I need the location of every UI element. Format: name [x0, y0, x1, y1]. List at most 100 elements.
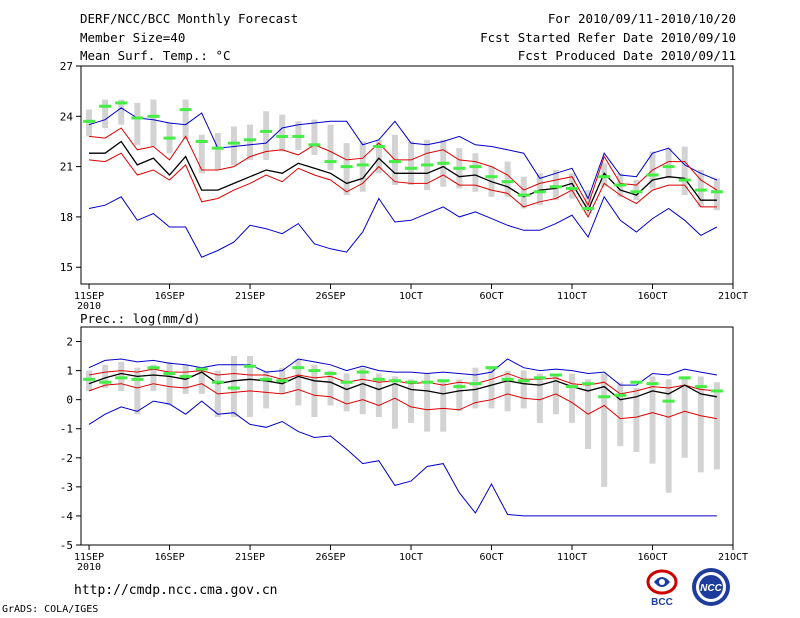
precipitation-spread-box [343, 373, 350, 412]
temperature-climatology-mark [131, 116, 144, 120]
temperature-spread-box [279, 114, 286, 152]
precipitation-climatology-mark [131, 377, 144, 381]
temperature-max-line [88, 107, 718, 200]
precipitation-climatology-mark [388, 379, 401, 383]
precipitation-plot-frame [80, 326, 734, 546]
temperature-spread-box [472, 153, 479, 192]
precipitation-xtick-label: 21SEP [235, 552, 265, 563]
precipitation-climatology-mark [195, 367, 208, 371]
temperature-climatology-mark [662, 165, 675, 169]
precipitation-climatology-mark [437, 379, 450, 383]
temperature-spread-box [552, 169, 559, 201]
precipitation-climatology-mark [549, 373, 562, 377]
precipitation-min-line [88, 400, 717, 517]
precipitation-ytick-label: -4 [60, 510, 74, 523]
precipitation-spread-box [263, 370, 270, 409]
precipitation-climatology-mark [566, 385, 579, 389]
source-url[interactable]: http://cmdp.ncc.cma.gov.cn [74, 583, 278, 598]
forecast-produced-date: Fcst Produced Date 2010/09/11 [517, 48, 736, 63]
variable-label: Mean Surf. Temp.: °C [80, 48, 231, 63]
temperature-climatology-mark [517, 193, 530, 197]
forecast-start-date: Fcst Started Refer Date 2010/09/10 [480, 30, 736, 45]
precipitation-xtick-label: 6OCT [479, 552, 503, 563]
temperature-climatology-mark [646, 173, 659, 177]
temperature-spread-box [311, 119, 318, 155]
precipitation-spread-box [375, 373, 382, 418]
temperature-xtick-label: 26SEP [315, 291, 345, 302]
precipitation-spread-box [488, 367, 495, 409]
precipitation-spread-box [408, 379, 415, 423]
temperature-spread-box [263, 111, 270, 160]
precipitation-xtick-label: 11OCT [557, 552, 587, 563]
precip-panel-title: Prec.: log(mm/d) [80, 311, 201, 326]
temperature-spread-box [569, 173, 576, 199]
temperature-spread-box [102, 99, 109, 129]
precipitation-climatology-mark [582, 382, 595, 386]
precipitation-spread-box [102, 364, 109, 389]
temperature-spread-box [665, 148, 672, 179]
precipitation-climatology-mark [614, 393, 627, 397]
temperature-climatology-mark [694, 188, 707, 192]
temperature-climatology-mark [163, 136, 176, 140]
grads-credit: GrADS: COLA/IGES [2, 604, 99, 615]
temperature-climatology-mark [227, 141, 240, 145]
temperature-climatology-mark [179, 108, 192, 112]
temperature-ytick-label: 27 [60, 60, 73, 73]
temperature-spread-box [150, 99, 157, 147]
precipitation-spread-box [311, 364, 318, 418]
temperature-ytick-label: 18 [60, 211, 73, 224]
precipitation-spread-box [713, 382, 720, 470]
precipitation-spread-box [424, 373, 431, 432]
ncc-logo-text: NCC [700, 583, 722, 594]
temperature-climatology-mark [195, 139, 208, 143]
temperature-spread-box [408, 141, 415, 186]
temperature-spread-box [536, 173, 543, 206]
precipitation-climatology-mark [485, 366, 498, 370]
temperature-mean-line [89, 140, 717, 212]
temperature-climatology-mark [485, 175, 498, 179]
precipitation-climatology-mark [501, 377, 514, 381]
temperature-climatology-mark [292, 134, 305, 138]
temperature-xtick-label: 16OCT [637, 291, 667, 302]
temperature-climatology-mark [388, 160, 401, 164]
precipitation-climatology-mark [630, 380, 643, 384]
precipitation-xtick-label: 16SEP [154, 552, 184, 563]
temperature-climatology-mark [501, 180, 514, 184]
precipitation-climatology-mark [260, 377, 273, 381]
precipitation-climatology-mark [710, 389, 723, 393]
temperature-spread-box [182, 99, 189, 140]
precipitation-spread-box [456, 379, 463, 412]
precipitation-ytick-label: 1 [66, 365, 73, 378]
precipitation-spread-box [359, 367, 366, 415]
precipitation-climatology-mark [276, 379, 289, 383]
precipitation-climatology-mark [308, 369, 321, 373]
precipitation-climatology-mark [324, 372, 337, 376]
temperature-spread-box [86, 109, 93, 137]
precipitation-spread-box [391, 376, 398, 429]
precipitation-climatology-mark [469, 382, 482, 386]
precipitation-climatology-mark [147, 366, 160, 370]
precipitation-spread-box [536, 373, 543, 423]
precipitation-spread-box [440, 379, 447, 432]
bcc-logo: BCC [646, 569, 678, 608]
precipitation-climatology-mark [179, 374, 192, 378]
temperature-climatology-mark [244, 138, 257, 142]
precipitation-xtick-label: 2010 [77, 562, 101, 573]
precipitation-ytick-label: 0 [66, 394, 73, 407]
precipitation-climatology-mark [83, 377, 96, 381]
precipitation-spread-box [697, 376, 704, 473]
temperature-climatology-mark [630, 190, 643, 194]
precipitation-ytick-label: -2 [60, 452, 73, 465]
precipitation-spread-box [198, 370, 205, 394]
precipitation-spread-box [617, 382, 624, 447]
temperature-climatology-mark [566, 186, 579, 190]
precipitation-climatology-mark [405, 380, 418, 384]
temperature-spread-box [230, 126, 237, 165]
temperature-climatology-mark [211, 146, 224, 150]
temperature-spread-box [247, 124, 254, 160]
precipitation-xtick-label: 26SEP [315, 552, 345, 563]
precipitation-spread-box [569, 373, 576, 423]
temperature-spread-box [375, 139, 382, 174]
precipitation-ytick-label: -1 [60, 423, 73, 436]
